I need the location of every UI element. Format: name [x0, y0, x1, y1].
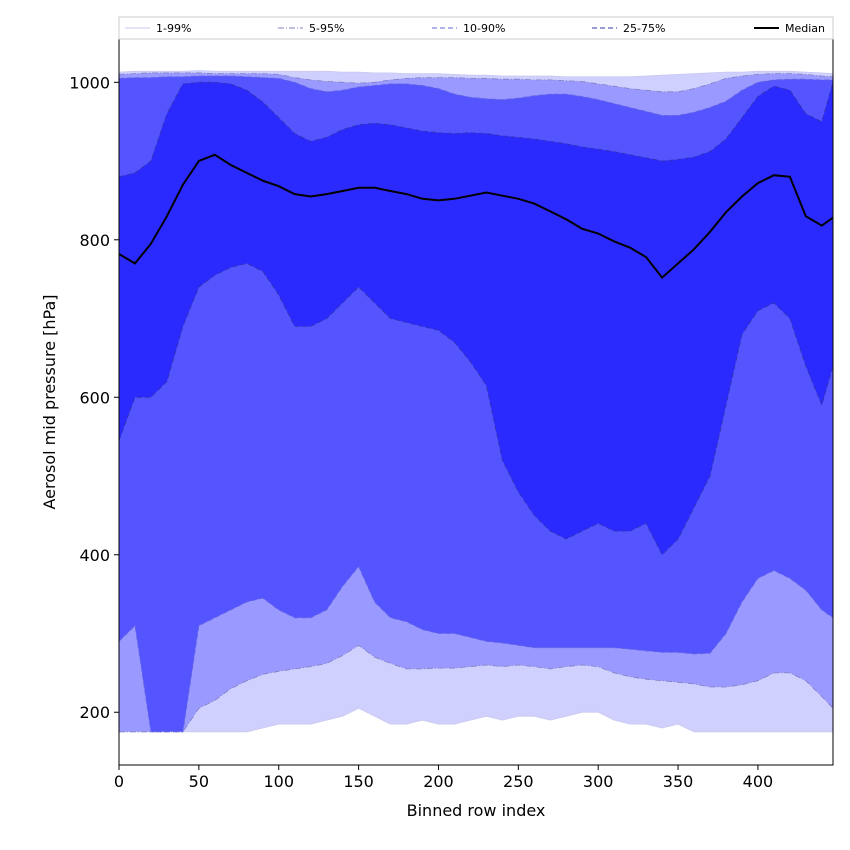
- legend-label-2: 10-90%: [463, 22, 505, 35]
- x-tick-label-300: 300: [583, 772, 614, 791]
- band-3: [119, 82, 833, 555]
- y-tick-label-1000: 1000: [69, 73, 110, 92]
- x-axis: 0 50 100 150 200 250 300 350 400: [114, 765, 773, 791]
- legend: 1-99% 5-95% 10-90% 25-75% Median: [118, 16, 834, 40]
- band-3-upper-line: [119, 81, 833, 178]
- band-1-upper-line: [119, 72, 833, 93]
- y-tick-label-800: 800: [79, 231, 110, 250]
- band-1-lower-line: [119, 644, 833, 733]
- x-axis-title: Binned row index: [407, 801, 546, 820]
- legend-label-0: 1-99%: [156, 22, 191, 35]
- x-tick-label-250: 250: [503, 772, 534, 791]
- median-line-layer: [119, 153, 833, 280]
- x-tick-label-350: 350: [663, 772, 694, 791]
- legend-box: [118, 16, 834, 40]
- x-tick-label-100: 100: [263, 772, 294, 791]
- y-tick-label-200: 200: [79, 703, 110, 722]
- y-axis: 200 400 600 800 1000: [69, 73, 119, 722]
- y-tick-label-600: 600: [79, 388, 110, 407]
- band-0-lower-line: [119, 707, 833, 733]
- x-tick-label-50: 50: [189, 772, 209, 791]
- band-2-upper-line: [119, 75, 833, 116]
- median-line: [119, 153, 833, 280]
- legend-label-1: 5-95%: [309, 22, 344, 35]
- band-0-upper-line: [119, 70, 833, 78]
- x-tick-label-0: 0: [114, 772, 124, 791]
- legend-label-4: Median: [785, 22, 825, 35]
- x-tick-label-200: 200: [423, 772, 454, 791]
- percentile-boundary-lines: [119, 70, 833, 733]
- legend-label-3: 25-75%: [623, 22, 665, 35]
- percentile-bands: [119, 70, 833, 732]
- y-tick-label-400: 400: [79, 546, 110, 565]
- x-tick-label-400: 400: [743, 772, 774, 791]
- band-3-lower-line: [119, 262, 833, 556]
- y-axis-title: Aerosol mid pressure [hPa]: [40, 294, 59, 509]
- x-tick-label-150: 150: [343, 772, 374, 791]
- band-2-lower-line: [119, 565, 833, 733]
